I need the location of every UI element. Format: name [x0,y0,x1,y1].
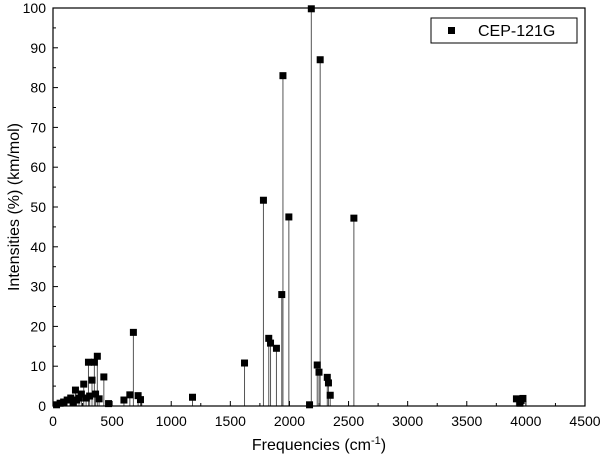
data-point [278,291,286,299]
legend: CEP-121G [430,17,578,44]
data-point [67,394,75,402]
x-tick-label: 2000 [274,413,305,429]
x-tick-label: 3500 [451,413,482,429]
data-point [326,391,334,399]
x-axis-ticks: 0 500 1000 1500 2000 2500 3000 3500 4000 4500 [49,401,601,429]
y-tick-label: 60 [30,159,46,175]
data-point [315,368,323,376]
data-point [134,392,142,400]
data-point [105,400,113,408]
data-markers [53,5,527,409]
y-tick-label: 30 [30,279,46,295]
data-point [307,5,315,13]
data-point [512,395,520,403]
data-point [56,399,64,407]
data-point [279,72,287,80]
x-tick-label: 1500 [215,413,246,429]
legend-box [430,17,578,44]
data-point [126,391,134,399]
y-tick-label: 50 [30,199,46,215]
data-point [350,214,358,222]
y-tick-label: 0 [38,398,46,414]
y-axis-ticks: 0 10 20 30 40 50 60 70 80 90 100 [23,0,58,414]
data-point [77,390,85,398]
data-point [86,392,94,400]
x-axis-label: Frequencies (cm-1) [252,435,386,454]
y-tick-label: 80 [30,80,46,96]
x-tick-label: 4500 [569,413,600,429]
data-point [90,358,98,366]
data-point [95,395,103,403]
data-point [53,401,61,409]
x-tick-label: 3000 [392,413,423,429]
data-point [63,396,71,404]
data-point [285,213,293,221]
x-tick-label: 2500 [333,413,364,429]
y-tick-label: 70 [30,119,46,135]
data-point [80,380,88,388]
data-point [259,196,267,204]
data-point [75,394,83,402]
data-point [82,394,90,402]
data-point [120,396,128,404]
data-point [88,376,96,384]
data-point [129,328,137,336]
legend-marker [448,27,455,34]
y-tick-label: 20 [30,318,46,334]
legend-label: CEP-121G [478,23,555,40]
plot-frame [52,7,586,407]
x-tick-label: 500 [100,413,124,429]
data-point [189,393,197,401]
data-point [241,359,249,367]
y-axis-label: Intensities (%) (km/mol) [6,123,23,291]
data-point [324,379,332,387]
data-point [267,339,275,347]
stick-lines [56,8,524,406]
data-point [100,373,108,381]
y-tick-label: 90 [30,40,46,56]
data-point [306,401,314,409]
y-tick-label: 10 [30,358,46,374]
x-tick-label: 0 [49,413,57,429]
y-tick-label: 100 [23,0,47,16]
data-point [69,399,77,407]
data-point [136,396,144,404]
data-point [272,344,280,352]
y-tick-label: 40 [30,239,46,255]
x-tick-label: 4000 [510,413,541,429]
x-tick-label: 1000 [156,413,187,429]
data-point [92,390,100,398]
data-point [60,398,68,406]
data-point [84,358,92,366]
data-point [323,373,331,381]
data-point [265,334,273,342]
data-point [71,386,79,394]
data-point [316,56,324,64]
data-point [313,361,321,369]
data-point [93,352,101,360]
data-point [519,394,527,402]
